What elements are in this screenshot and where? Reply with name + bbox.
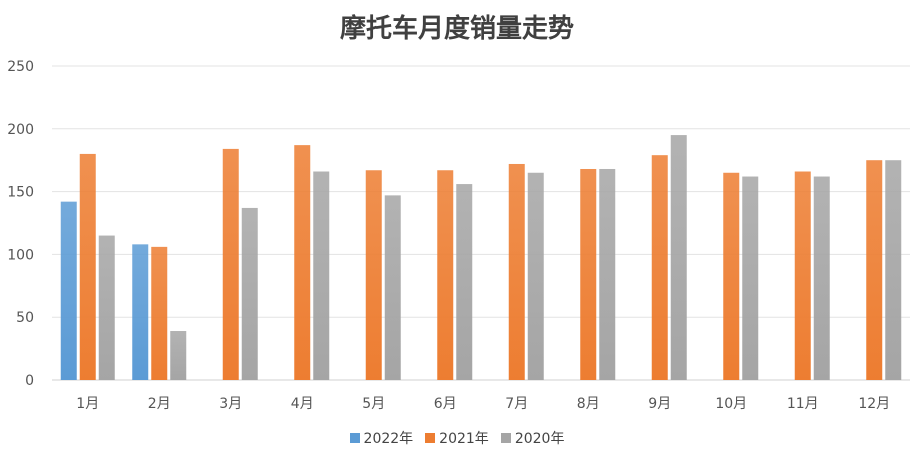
- bar-3-3: [241, 207, 258, 380]
- legend-item: 2022年: [349, 428, 414, 448]
- bar-2-11: [794, 171, 811, 380]
- bar-2-4: [294, 145, 311, 380]
- chart-title: 摩托车月度销量走势: [339, 14, 574, 44]
- bar-3-6: [456, 184, 473, 380]
- bar-3-1: [98, 235, 115, 380]
- y-tick-label: 100: [7, 247, 34, 263]
- legend-label: 2022年: [363, 431, 414, 447]
- bar-3-7: [527, 172, 544, 380]
- bar-2-8: [580, 168, 597, 380]
- x-tick-label: 9月: [648, 396, 671, 412]
- bar-3-8: [599, 168, 616, 380]
- bar-2-2: [151, 246, 168, 380]
- chart-legend: 2022年 2021年 2020年: [0, 428, 914, 448]
- x-tick-label: 10月: [715, 396, 747, 412]
- bar-3-9: [670, 135, 687, 380]
- bar-3-11: [813, 176, 830, 380]
- x-tick-label: 6月: [434, 396, 457, 412]
- y-tick-label: 250: [7, 59, 34, 75]
- bar-3-12: [885, 160, 902, 380]
- bar-3-10: [742, 176, 759, 380]
- legend-swatch: [425, 433, 436, 443]
- bar-1-1: [60, 201, 77, 380]
- legend-label: 2021年: [439, 431, 489, 447]
- x-tick-label: 5月: [362, 396, 385, 412]
- bar-1-2: [132, 244, 149, 380]
- x-tick-label: 7月: [505, 396, 528, 412]
- bar-2-12: [866, 160, 883, 380]
- y-tick-label: 0: [25, 373, 34, 389]
- legend-swatch: [500, 433, 511, 443]
- bar-3-5: [384, 195, 401, 380]
- legend-item: 2020年: [500, 428, 565, 448]
- legend-item: 2021年: [425, 428, 489, 448]
- x-tick-label: 12月: [858, 396, 890, 412]
- x-tick-label: 11月: [787, 396, 819, 412]
- bar-2-9: [651, 155, 668, 380]
- bar-3-4: [313, 171, 330, 380]
- bar-2-1: [79, 153, 96, 380]
- bar-2-7: [508, 163, 525, 380]
- bar-2-3: [222, 148, 239, 380]
- x-tick-label: 8月: [577, 396, 600, 412]
- bar-3-2: [170, 331, 187, 380]
- bar-2-6: [437, 170, 454, 380]
- y-tick-label: 150: [7, 185, 34, 201]
- x-tick-label: 3月: [219, 396, 242, 412]
- x-tick-label: 2月: [148, 396, 171, 412]
- legend-swatch: [349, 433, 360, 443]
- y-tick-label: 50: [16, 310, 34, 326]
- x-tick-label: 1月: [76, 396, 99, 412]
- bar-2-5: [365, 170, 382, 380]
- bar-2-10: [723, 172, 740, 380]
- legend-label: 2020年: [514, 431, 565, 447]
- y-tick-label: 200: [7, 122, 34, 138]
- x-tick-label: 4月: [291, 396, 314, 412]
